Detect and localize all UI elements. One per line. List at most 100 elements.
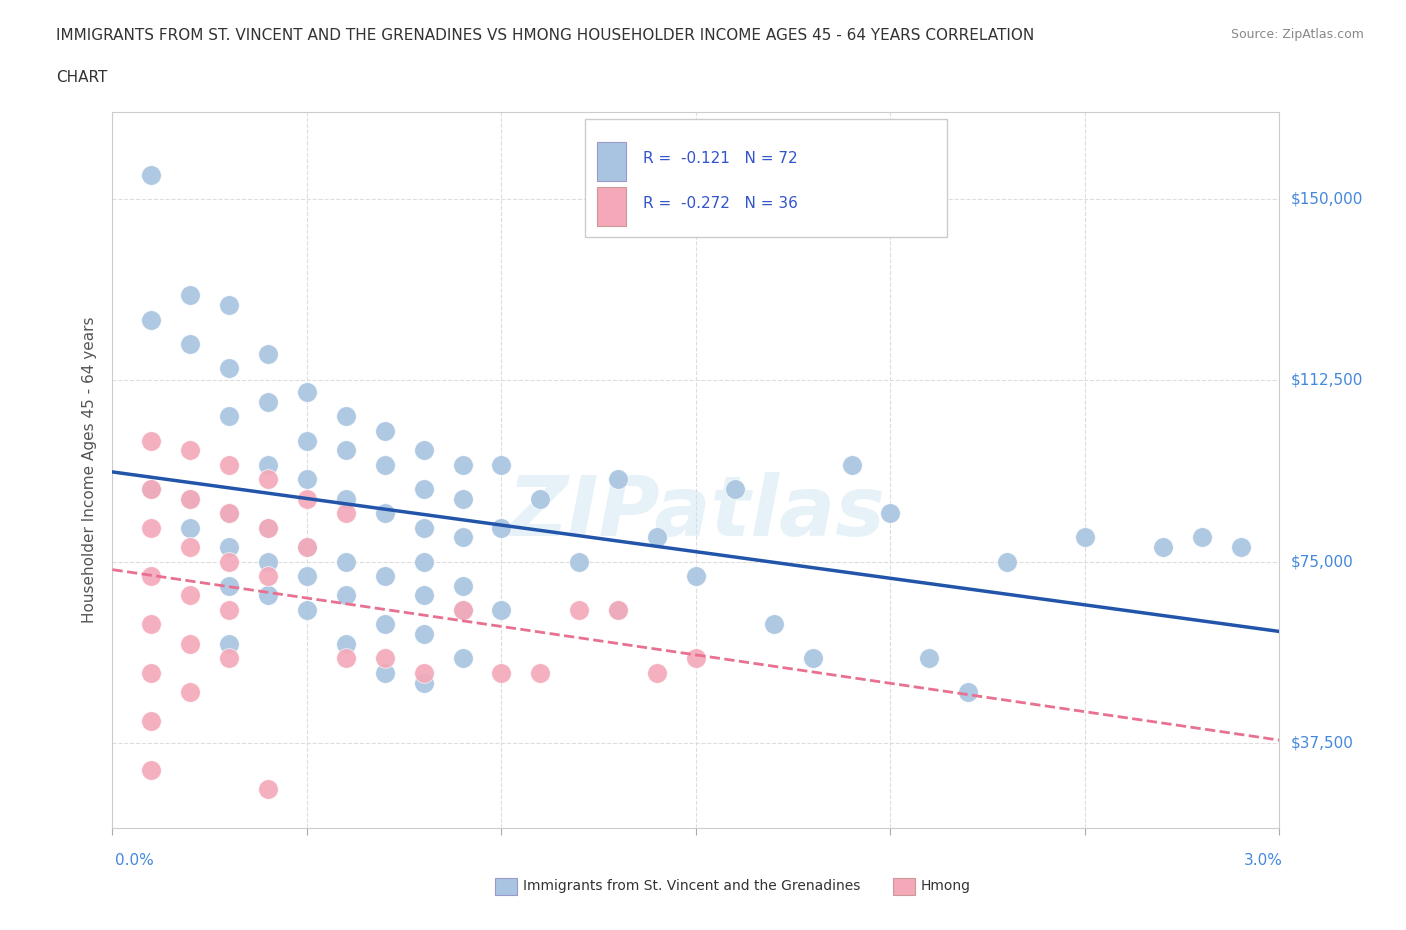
Point (724, 482, 747, 497)
Point (491, 458, 513, 472)
Point (295, 539, 318, 554)
Text: IMMIGRANTS FROM ST. VINCENT AND THE GRENADINES VS HMONG HOUSEHOLDER INCOME AGES : IMMIGRANTS FROM ST. VINCENT AND THE GREN… (56, 28, 1035, 43)
Point (451, 578, 474, 593)
Point (179, 443, 201, 458)
Point (801, 651, 824, 666)
Point (218, 298, 240, 312)
Point (295, 472, 318, 486)
Point (257, 568, 280, 583)
Point (218, 578, 240, 593)
Point (257, 781, 280, 796)
Point (179, 520, 201, 535)
Text: $112,500: $112,500 (1291, 373, 1362, 388)
Point (957, 684, 980, 699)
Point (141, 312, 163, 327)
Point (762, 617, 785, 631)
Point (218, 651, 240, 666)
Point (1152, 539, 1174, 554)
Point (1074, 530, 1097, 545)
Point (218, 458, 240, 472)
Point (412, 588, 434, 603)
Point (141, 520, 163, 535)
Point (335, 506, 357, 521)
Point (412, 443, 434, 458)
Point (374, 458, 396, 472)
Point (218, 409, 240, 424)
Point (529, 666, 551, 681)
Point (374, 666, 396, 681)
Point (685, 568, 707, 583)
Point (179, 491, 201, 506)
Point (451, 603, 474, 618)
Text: Immigrants from St. Vincent and the Grenadines: Immigrants from St. Vincent and the Gren… (523, 879, 860, 894)
Point (451, 603, 474, 618)
Point (179, 588, 201, 603)
Point (179, 539, 201, 554)
Text: R =  -0.272   N = 36: R = -0.272 N = 36 (644, 195, 799, 211)
Point (295, 385, 318, 400)
Point (335, 588, 357, 603)
Point (218, 636, 240, 651)
Text: $75,000: $75,000 (1291, 554, 1354, 569)
FancyBboxPatch shape (585, 119, 946, 237)
Point (335, 636, 357, 651)
Point (451, 458, 474, 472)
Point (295, 491, 318, 506)
Text: CHART: CHART (56, 70, 108, 85)
Point (141, 617, 163, 631)
Text: ZIPatlas: ZIPatlas (508, 472, 884, 553)
Point (218, 361, 240, 376)
Point (568, 554, 591, 569)
Point (335, 409, 357, 424)
Point (412, 554, 434, 569)
Point (412, 482, 434, 497)
Text: 0.0%: 0.0% (115, 853, 155, 868)
Point (218, 554, 240, 569)
Point (257, 346, 280, 361)
Point (451, 491, 474, 506)
Point (1191, 530, 1213, 545)
Point (218, 539, 240, 554)
Point (607, 603, 630, 618)
Point (568, 603, 591, 618)
Point (995, 554, 1018, 569)
Point (645, 666, 668, 681)
Y-axis label: Householder Income Ages 45 - 64 years: Householder Income Ages 45 - 64 years (82, 316, 97, 623)
Point (257, 520, 280, 535)
Point (491, 603, 513, 618)
Point (295, 568, 318, 583)
Point (879, 506, 901, 521)
Point (257, 472, 280, 486)
Point (141, 714, 163, 729)
Point (335, 651, 357, 666)
Point (218, 506, 240, 521)
Text: $37,500: $37,500 (1291, 736, 1354, 751)
Point (529, 491, 551, 506)
Point (1229, 539, 1251, 554)
Point (179, 636, 201, 651)
Point (374, 423, 396, 438)
Point (295, 433, 318, 448)
Point (257, 458, 280, 472)
Point (645, 530, 668, 545)
Point (607, 472, 630, 486)
Point (179, 684, 201, 699)
Point (141, 433, 163, 448)
Point (257, 588, 280, 603)
Point (141, 763, 163, 777)
Point (491, 520, 513, 535)
Point (141, 666, 163, 681)
Point (335, 491, 357, 506)
Point (218, 603, 240, 618)
Text: 3.0%: 3.0% (1243, 853, 1282, 868)
Point (412, 666, 434, 681)
Point (374, 506, 396, 521)
Point (841, 458, 863, 472)
Point (491, 666, 513, 681)
Point (295, 539, 318, 554)
Point (141, 482, 163, 497)
Text: R =  -0.121   N = 72: R = -0.121 N = 72 (644, 151, 799, 166)
Point (374, 568, 396, 583)
Point (335, 554, 357, 569)
Point (607, 603, 630, 618)
